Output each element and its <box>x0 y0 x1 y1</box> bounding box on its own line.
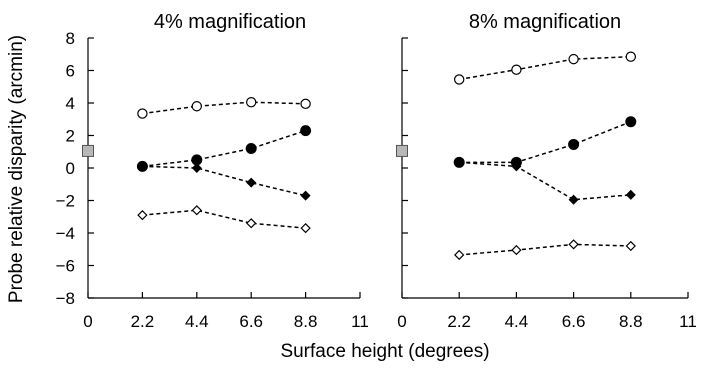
panel-1-series-3-point-4 <box>300 190 311 201</box>
panel-1-x-tick-label: 2.2 <box>131 312 155 331</box>
panel-1-y-tick-label: 6 <box>66 62 75 81</box>
panel-1-y-tick-label: −4 <box>56 224 75 243</box>
panel-1-series-3-line <box>142 165 306 197</box>
panel-1-series-3-point-1 <box>137 161 148 172</box>
panel-2-series-1-point-3 <box>568 53 579 65</box>
panel-2-series-1-line <box>459 55 631 81</box>
panel-2-x-tick-label: 11 <box>679 312 697 331</box>
panel-1-y-tick-label: −8 <box>56 289 75 308</box>
panel-2-reference-square <box>396 144 408 157</box>
panel-1-series-4-point-1 <box>137 209 148 221</box>
panel-2-series-1-point-2 <box>511 64 522 75</box>
panel-1-series-1-line <box>142 101 306 115</box>
panel-2-series-4-line <box>459 243 631 256</box>
panel-1-series-1-point-2 <box>191 101 202 112</box>
panel-2-series-1-point-4 <box>625 51 637 62</box>
panel-1-reference-square <box>82 144 94 157</box>
panel-1-x-tick-label: 6.6 <box>239 312 263 331</box>
panel-1-title: 4% magnification <box>154 11 306 33</box>
panel-1-series-3-point-3 <box>246 177 257 188</box>
panel-1-x-tick-label: 4.4 <box>185 312 209 331</box>
panel-1-series-4-point-3 <box>246 218 257 229</box>
y-axis-label: Probe relative disparity (arcmin) <box>6 35 27 303</box>
panel-1-series-3-point-2 <box>191 162 202 174</box>
panel-1-series-4-point-4 <box>300 222 311 234</box>
panel-1-series-4-line <box>142 209 306 229</box>
panel-1-y-tick-label: 2 <box>66 127 75 146</box>
panel-1-series-1-point-4 <box>300 98 311 110</box>
panel-2-series-2-point-3 <box>568 138 580 150</box>
panel-1-series-2-point-3 <box>245 143 257 154</box>
panel-1-y-tick-label: 0 <box>66 159 75 178</box>
panel-2-series-2-line <box>459 120 632 164</box>
panel-2-x-tick-label: 0 <box>397 312 406 331</box>
panel-1-series-2-line <box>142 129 306 168</box>
panel-1-y-tick-label: 4 <box>66 94 75 113</box>
panel-1-series-4-point-2 <box>191 205 202 216</box>
panel-2-series-3-point-4 <box>625 189 636 200</box>
panel-2-x-tick-label: 4.4 <box>505 312 529 331</box>
panel-2-x-tick-label: 8.8 <box>619 312 643 331</box>
panel-2-series-4-point-2 <box>511 244 522 256</box>
panel-1-x-tick-label: 11 <box>351 312 369 331</box>
panel-1-series-2-point-4 <box>300 125 312 137</box>
panel-1-y-tick-label: −6 <box>56 257 75 276</box>
panel-2-title: 8% magnification <box>469 11 621 33</box>
panel-2-series-3-point-3 <box>568 194 579 205</box>
panel-1-series-1-point-1 <box>137 108 148 119</box>
panel-2-series-4-point-1 <box>454 249 465 261</box>
panel-1-y-tick-label: 8 <box>66 29 75 48</box>
panel-2-series-1-point-1 <box>454 74 465 85</box>
panel-2-series-2-point-4 <box>625 116 637 128</box>
panel-2-series-3-point-1 <box>454 157 465 168</box>
panel-1-y-tick-label: −2 <box>56 192 75 211</box>
x-axis-label: Surface height (degrees) <box>280 341 489 362</box>
panel-1-x-tick-label: 0 <box>83 312 92 331</box>
panel-1-x-tick-label: 8.8 <box>294 312 318 331</box>
panel-1-series-1-point-3 <box>245 96 257 108</box>
panel-2-x-tick-label: 6.6 <box>562 312 586 331</box>
panel-2-series-4-point-4 <box>625 240 636 252</box>
panel-2-series-4-point-3 <box>568 239 579 250</box>
panel-2-x-tick-label: 2.2 <box>447 312 471 331</box>
panel-2-series-3-line <box>459 161 631 201</box>
panel-2-series-3-point-2 <box>511 161 522 172</box>
